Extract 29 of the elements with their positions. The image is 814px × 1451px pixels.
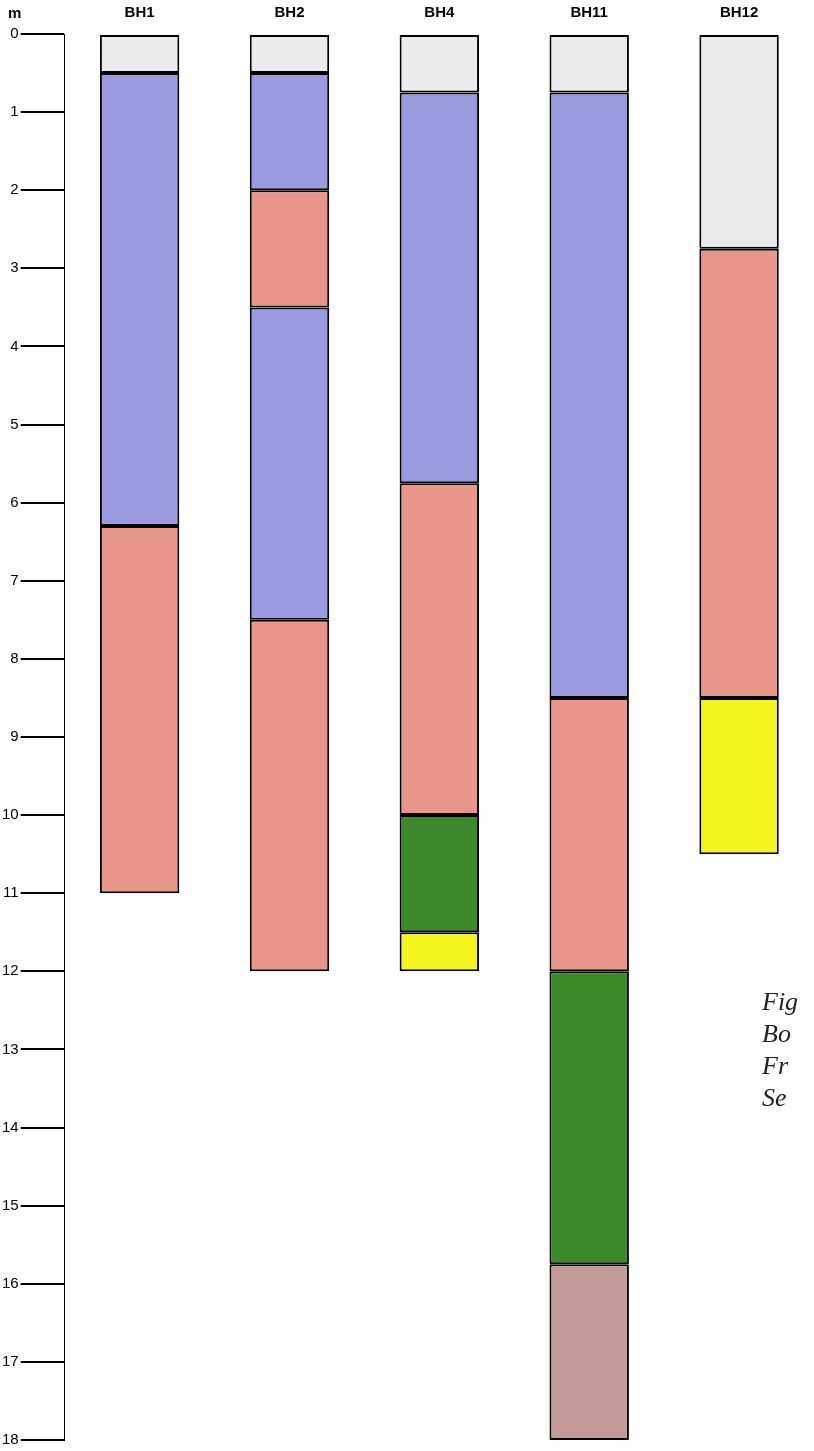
y-tick-label: 3 — [10, 258, 19, 276]
y-axis-title: m — [8, 4, 22, 21]
y-tick-label: 12 — [2, 961, 19, 979]
annotation: Fig — [761, 987, 799, 1016]
y-tick-label: 10 — [2, 805, 19, 823]
y-tick-label: 0 — [10, 24, 19, 42]
y-tick-label: 1 — [10, 102, 19, 120]
annotation: Se — [762, 1083, 787, 1112]
x-tick-label: BH2 — [274, 3, 305, 21]
y-tick-label: 5 — [10, 414, 19, 432]
y-tick-label: 13 — [2, 1039, 19, 1057]
y-tick-label: 15 — [2, 1195, 19, 1213]
y-tick-label: 16 — [2, 1273, 19, 1291]
y-tick-label: 6 — [10, 492, 19, 510]
y-tick-label: 2 — [10, 180, 19, 198]
y-tick-label: 9 — [10, 727, 19, 745]
x-tick-label: BH11 — [570, 3, 608, 21]
y-tick-label: 8 — [10, 649, 19, 667]
y-tick-label: 14 — [2, 1117, 19, 1135]
x-tick-label: BH4 — [424, 3, 455, 21]
annotation: Fr — [761, 1051, 789, 1080]
y-tick-label: 4 — [10, 336, 19, 354]
y-tick-label: 7 — [10, 570, 19, 588]
x-tick-label: BH1 — [124, 3, 155, 21]
y-tick-label: 17 — [2, 1352, 19, 1370]
x-tick-label: BH12 — [719, 3, 759, 21]
y-tick-label: 18 — [2, 1430, 19, 1448]
y-tick-label: 11 — [3, 883, 19, 901]
annotation: Bo — [762, 1019, 791, 1048]
